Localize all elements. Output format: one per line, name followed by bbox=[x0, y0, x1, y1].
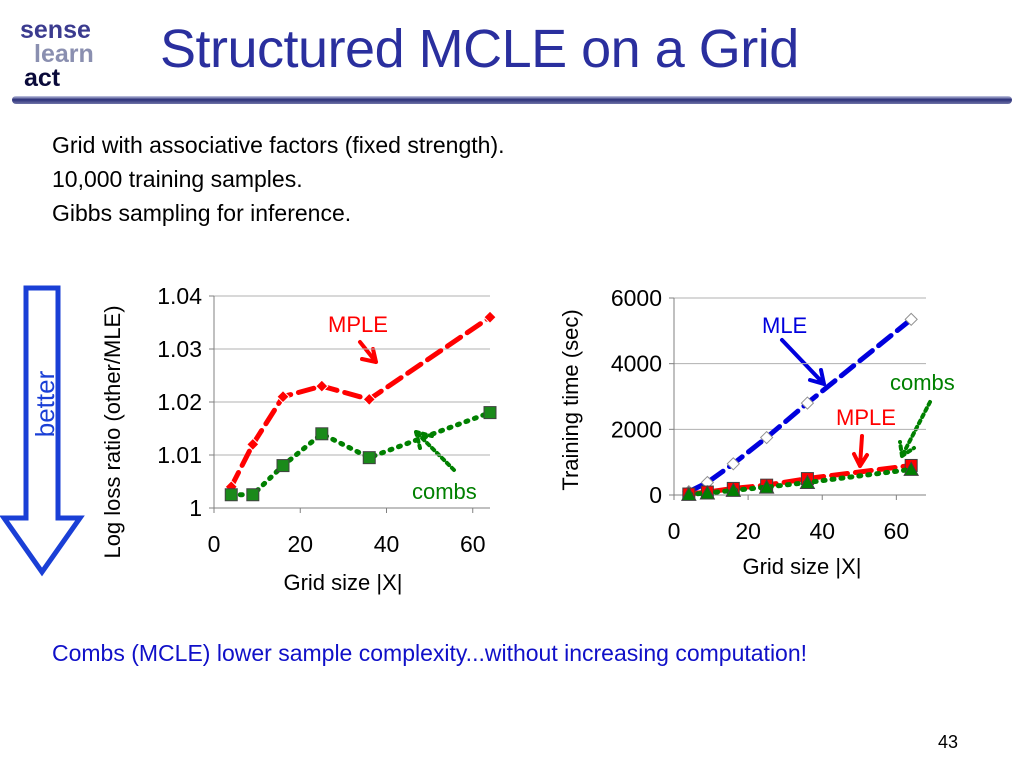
bullet-list: Grid with associative factors (fixed str… bbox=[52, 128, 505, 230]
logo-line-1: sense bbox=[20, 16, 91, 44]
chart1-series-combs-point bbox=[246, 488, 260, 502]
chart2-annotation-mple: MPLE bbox=[836, 405, 896, 430]
chart1-xlabel: Grid size |X| bbox=[283, 570, 402, 595]
chart2-ytick-label: 0 bbox=[649, 482, 662, 508]
chart2-xtick-label: 60 bbox=[884, 518, 910, 544]
better-arrow-shape bbox=[0, 285, 85, 577]
chart-log-loss: Log loss ratio (other/MLE) Grid size |X|… bbox=[100, 283, 497, 595]
chart1-annotation-mple: MPLE bbox=[328, 312, 388, 337]
bullet-line: Grid with associative factors (fixed str… bbox=[52, 132, 505, 158]
chart1-series-mple-point bbox=[362, 392, 376, 407]
chart2-series-combs-point bbox=[680, 486, 697, 501]
chart2-series-mle-point bbox=[800, 396, 815, 410]
chart1-ytick-label: 1.03 bbox=[157, 336, 202, 362]
chart1-series-mple-point bbox=[315, 379, 329, 393]
chart1-series-mple-point bbox=[483, 310, 497, 324]
bullet-line: Gibbs sampling for inference. bbox=[52, 200, 352, 226]
chart1-xtick-label: 20 bbox=[287, 531, 313, 557]
chart2-series-combs-point bbox=[758, 479, 775, 494]
chart2-series-mle-point bbox=[904, 312, 918, 327]
chart1-series-mple-line bbox=[228, 314, 493, 490]
chart1-xtick-label: 0 bbox=[208, 531, 221, 557]
chart2-annotation-mle: MLE bbox=[762, 313, 807, 338]
chart1-series-mple-point bbox=[246, 437, 260, 452]
chart1-series-combs-point bbox=[483, 406, 497, 420]
chart2-annotation-combs: combs bbox=[890, 370, 955, 395]
chart2-series-combs-point bbox=[699, 484, 716, 500]
chart2-ytick-label: 2000 bbox=[611, 416, 662, 442]
chart2-xtick-label: 0 bbox=[668, 518, 681, 544]
chart2-xtick-label: 20 bbox=[735, 518, 761, 544]
logo: sense learn act bbox=[20, 18, 130, 98]
chart2-ylabel: Training time (sec) bbox=[558, 309, 583, 490]
chart2-xtick-label: 40 bbox=[809, 518, 835, 544]
chart-training-time: Training time (sec) Grid size |X| MLE co… bbox=[558, 285, 955, 579]
chart1-ytick-label: 1.04 bbox=[157, 283, 202, 309]
chart1-ytick-label: 1.02 bbox=[157, 389, 202, 415]
chart1-series-mple-point bbox=[276, 389, 290, 404]
chart2-mle-pointer bbox=[780, 338, 826, 386]
chart2-ytick-label: 6000 bbox=[611, 285, 662, 311]
chart1-ylabel: Log loss ratio (other/MLE) bbox=[100, 305, 125, 558]
chart2-ytick-label: 4000 bbox=[611, 351, 662, 377]
title-divider bbox=[12, 96, 1012, 104]
logo-line-3: act bbox=[24, 64, 61, 92]
page-number: 43 bbox=[938, 732, 959, 752]
chart1-series-combs-point bbox=[315, 427, 329, 441]
chart2-mple-pointer bbox=[852, 434, 869, 468]
chart1-xtick-label: 60 bbox=[460, 531, 486, 557]
chart1-ytick-label: 1 bbox=[189, 495, 202, 521]
bullet-line: 10,000 training samples. bbox=[52, 166, 303, 192]
chart1-series-combs-point bbox=[224, 488, 238, 502]
chart1-ytick-label: 1.01 bbox=[157, 442, 202, 468]
chart1-series-combs-point bbox=[362, 451, 376, 465]
chart1-series-combs-point bbox=[276, 459, 290, 473]
chart2-series-combs-point bbox=[903, 461, 920, 476]
slide-footer: Combs (MCLE) lower sample complexity...w… bbox=[52, 640, 808, 666]
chart1-mple-pointer bbox=[358, 340, 378, 364]
chart2-series-mle-point bbox=[726, 457, 741, 471]
chart2-series-combs-point bbox=[725, 482, 742, 497]
chart2-series-mle-point bbox=[759, 430, 774, 445]
chart2-series-combs-point bbox=[799, 474, 816, 490]
chart2-xlabel: Grid size |X| bbox=[742, 554, 861, 579]
better-label: better bbox=[30, 370, 60, 437]
logo-line-2: learn bbox=[34, 40, 94, 68]
chart1-annotation-combs: combs bbox=[412, 479, 477, 504]
better-arrow: better bbox=[0, 285, 85, 577]
chart1-xtick-label: 40 bbox=[374, 531, 400, 557]
slide-title: Structured MCLE on a Grid bbox=[160, 19, 799, 79]
chart2-series-combs-line bbox=[686, 466, 914, 497]
